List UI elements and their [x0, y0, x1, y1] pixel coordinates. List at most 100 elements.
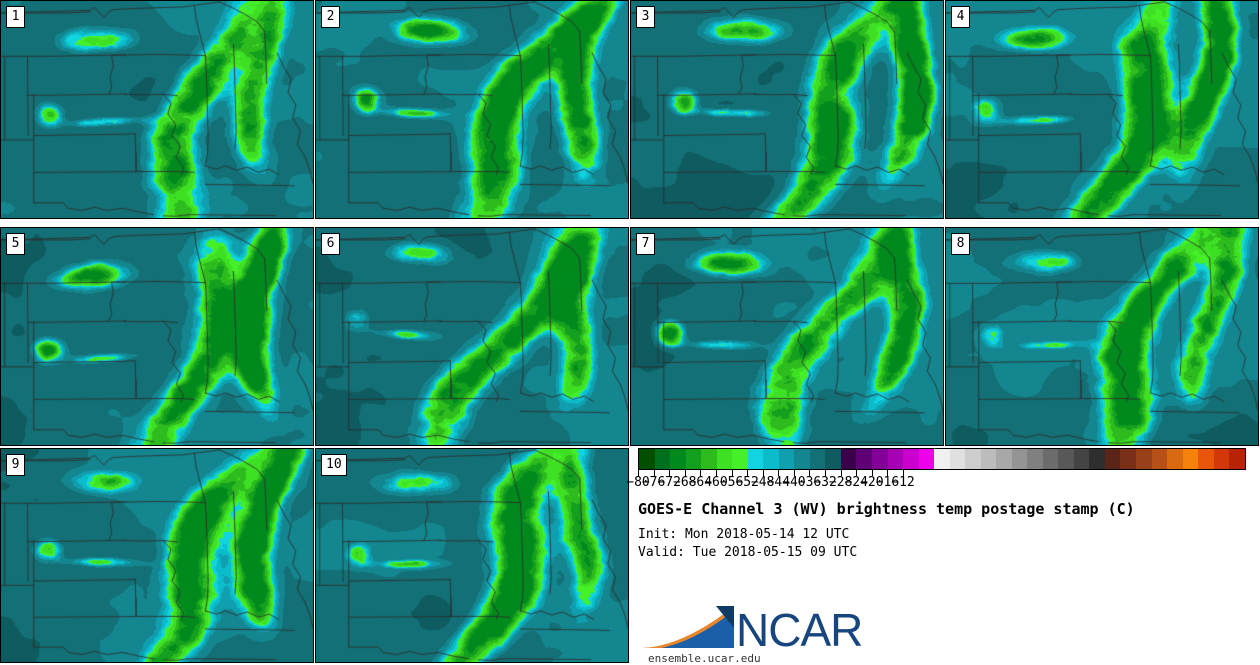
colorbar-segment — [794, 449, 810, 469]
colorbar-tick — [793, 470, 795, 476]
colorbar-tick — [887, 470, 889, 476]
colorbar-tick — [700, 470, 702, 476]
colorbar-segment — [903, 449, 919, 469]
colorbar-tick-labels: −80 −76 −72 −68 −64 −60 −56 −52 −48 −44 −40 −36 −32−… — [626, 475, 1246, 491]
colorbar-tick-label: −68 — [673, 475, 697, 490]
colorbar: −80 −76 −72 −68 −64 −60 −56 −52 −48 −44 −40 −36 −32−… — [626, 448, 1246, 490]
colorbar-tick — [825, 470, 827, 476]
init-time-label: Init: Mon 2018-05-14 12 UTC — [638, 527, 850, 542]
stamp-map-image — [631, 1, 943, 218]
colorbar-segment — [887, 449, 904, 469]
stamp-map-image — [1, 449, 313, 662]
colorbar-segment — [747, 449, 764, 469]
colorbar-tick-label: −52 — [735, 475, 759, 490]
colorbar-segment — [1229, 449, 1245, 469]
colorbar-segment — [1011, 449, 1028, 469]
colorbar-tick — [638, 470, 639, 476]
figure-title: GOES-E Channel 3 (WV) brightness temp po… — [638, 500, 1135, 518]
colorbar-segment — [809, 449, 826, 469]
colorbar-segment — [918, 449, 935, 469]
logo-url-label: ensemble.ucar.edu — [648, 652, 761, 665]
colorbar-segment — [856, 449, 872, 469]
stamp-member-label: 4 — [951, 6, 970, 28]
colorbar-segment — [732, 449, 748, 469]
stamp-map-image — [316, 228, 628, 445]
colorbar-tick — [840, 470, 842, 476]
colorbar-segment — [980, 449, 997, 469]
colorbar-segment — [701, 449, 717, 469]
stamp-member-label: 1 — [6, 6, 25, 28]
stamp-member-label: 5 — [6, 233, 25, 255]
colorbar-tick — [747, 470, 749, 476]
colorbar-tick — [809, 470, 811, 476]
stamp-panel[interactable]: 3 — [630, 0, 944, 219]
colorbar-segment — [1104, 449, 1121, 469]
colorbar-tick-label: −36 — [797, 475, 822, 490]
colorbar-tick-label: −32 — [813, 475, 837, 490]
stamp-member-label: 9 — [6, 454, 25, 476]
colorbar-segment — [1182, 449, 1199, 469]
stamp-map-image — [316, 449, 628, 662]
stamp-panel[interactable]: 7 — [630, 227, 944, 446]
stamp-member-label: 7 — [636, 233, 655, 255]
stamp-panel[interactable]: 6 — [315, 227, 629, 446]
colorbar-segment — [871, 449, 888, 469]
stamp-panel[interactable]: 9 — [0, 448, 314, 663]
colorbar-segment — [949, 449, 966, 469]
colorbar-tick — [669, 470, 671, 476]
colorbar-tick-label: −44 — [766, 475, 791, 490]
stamp-panel[interactable]: 8 — [945, 227, 1259, 446]
stamp-map-image — [1, 1, 313, 218]
colorbar-segment — [840, 449, 857, 469]
colorbar-segment — [1058, 449, 1074, 469]
colorbar-tick-label: −28 — [828, 475, 853, 490]
stamp-map-image — [1, 228, 313, 445]
colorbar-segment — [778, 449, 795, 469]
colorbar-segment — [1136, 449, 1152, 469]
valid-time-label: Valid: Tue 2018-05-15 09 UTC — [638, 545, 858, 560]
colorbar-tick — [684, 470, 686, 476]
colorbar-segment — [1027, 449, 1043, 469]
colorbar-tick-label: −16 — [875, 475, 900, 490]
stamp-map-image — [631, 228, 943, 445]
colorbar-tick — [871, 470, 873, 476]
colorbar-tick-label: −64 — [688, 475, 713, 490]
colorbar-tick-label: −76 — [641, 475, 666, 490]
colorbar-segment — [670, 449, 686, 469]
stamp-member-label: 10 — [321, 454, 347, 476]
colorbar-segment — [1089, 449, 1105, 469]
colorbar-tick — [762, 470, 764, 476]
colorbar-segment — [1151, 449, 1168, 469]
stamp-panel[interactable]: 10 — [315, 448, 629, 663]
colorbar-tick-label: −48 — [750, 475, 775, 490]
colorbar-segment — [1213, 449, 1230, 469]
stamp-map-image — [946, 1, 1258, 218]
stamp-map-image — [946, 228, 1258, 445]
stamp-member-label: 3 — [636, 6, 655, 28]
colorbar-segment — [825, 449, 841, 469]
colorbar-tick-label: −24 — [844, 475, 868, 490]
colorbar-tick-label: −56 — [719, 475, 744, 490]
colorbar-segment — [965, 449, 981, 469]
stamp-map-image — [316, 1, 628, 218]
colorbar-tick — [715, 470, 717, 476]
stamp-panel[interactable]: 5 — [0, 227, 314, 446]
colorbar-tick-label: −20 — [860, 475, 884, 490]
colorbar-segment — [654, 449, 671, 469]
colorbar-tick-label: −60 — [704, 475, 728, 490]
colorbar-segment — [1198, 449, 1214, 469]
colorbar-swatches — [638, 448, 1246, 470]
stamp-panel[interactable]: 2 — [315, 0, 629, 219]
stamp-member-label: 6 — [321, 233, 340, 255]
stamp-panel[interactable]: 4 — [945, 0, 1259, 219]
colorbar-segment — [1042, 449, 1059, 469]
colorbar-segment — [934, 449, 950, 469]
colorbar-segment — [1073, 449, 1090, 469]
stamp-panel[interactable]: 1 — [0, 0, 314, 219]
colorbar-tick — [903, 470, 905, 476]
colorbar-segment — [1120, 449, 1136, 469]
colorbar-tick — [778, 470, 780, 476]
colorbar-tick-label: −80 — [626, 475, 650, 490]
colorbar-segment — [716, 449, 733, 469]
colorbar-segment — [639, 449, 655, 469]
